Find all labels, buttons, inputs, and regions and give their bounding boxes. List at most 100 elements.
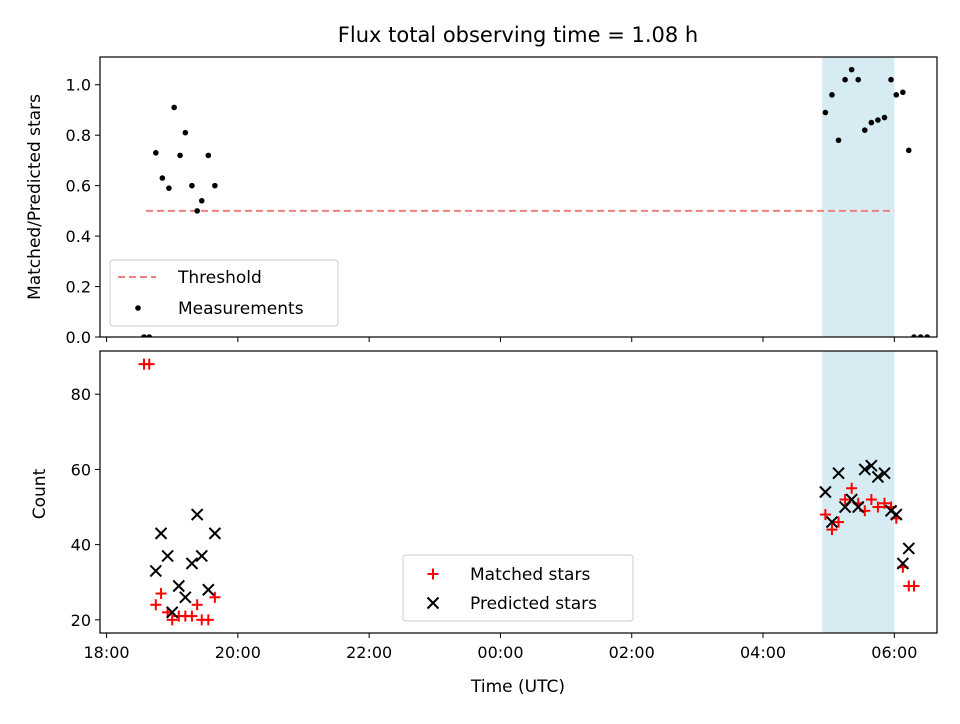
x-tick-label: 04:00 <box>740 643 786 662</box>
measurement-point <box>900 89 906 96</box>
predicted-stars-point <box>890 508 903 521</box>
x-tick-label: 02:00 <box>609 643 655 662</box>
matched-stars-point <box>826 524 838 536</box>
predicted-stars-point <box>884 504 898 518</box>
predicted-stars-point <box>154 527 168 540</box>
matched-stars-point <box>143 358 155 370</box>
matched-stars-point <box>839 494 851 506</box>
marker-stroke <box>179 591 192 604</box>
marker-stroke <box>832 466 845 480</box>
axes-frame <box>99 56 938 338</box>
predicted-stars-point <box>858 463 871 476</box>
matched-stars-point <box>186 610 198 622</box>
marker-stroke <box>208 527 222 540</box>
y-tick-label: 0.0 <box>66 328 91 347</box>
marker-stroke <box>166 606 179 619</box>
y-tick-label: 60 <box>71 460 91 479</box>
y-tick-label: 0.8 <box>66 126 91 145</box>
measurement-point <box>917 334 924 337</box>
predicted-stars-point <box>865 459 878 472</box>
predicted-stars-point <box>149 564 163 578</box>
measurement-point <box>198 197 205 204</box>
measurement-point <box>881 114 888 121</box>
axes-frame <box>99 350 938 634</box>
y-tick-label: 80 <box>71 385 91 404</box>
y-tick-label: 40 <box>71 536 91 555</box>
predicted-stars-point <box>202 583 215 596</box>
marker-stroke <box>858 463 871 476</box>
predicted-stars-point <box>852 500 865 514</box>
measurement-point <box>911 334 917 337</box>
predicted-stars-point <box>166 606 179 619</box>
marker-stroke <box>426 596 440 610</box>
y-tick-label: 0.6 <box>66 177 91 196</box>
matched-stars-point <box>833 516 845 528</box>
legend-box <box>109 259 339 327</box>
measurement-point <box>893 92 900 98</box>
marker-stroke <box>902 542 915 555</box>
predicted-stars-point <box>190 508 204 521</box>
legend-predicted-swatch <box>426 596 440 610</box>
matched-stars-point <box>865 494 877 506</box>
marker-stroke <box>896 557 910 570</box>
predicted-stars-point <box>208 527 222 540</box>
matched-stars-point <box>878 497 890 509</box>
x-tick-label: 20:00 <box>215 643 261 662</box>
marker-stroke <box>819 485 832 499</box>
legend-predicted-label: Predicted stars <box>470 594 597 614</box>
predicted-stars-point <box>819 485 832 499</box>
measurement-point <box>842 76 848 83</box>
marker-stroke <box>845 493 858 506</box>
marker-stroke <box>154 527 168 540</box>
matched-stars-point <box>819 509 831 521</box>
measurement-point <box>177 152 183 159</box>
matched-stars-point <box>191 599 203 611</box>
x-tick-label: 06:00 <box>871 643 917 662</box>
bottom-y-axis-label: Count <box>30 468 50 519</box>
matched-stars-point <box>155 588 167 600</box>
marker-stroke <box>190 508 204 521</box>
measurement-point <box>924 334 930 337</box>
legend-matched-swatch <box>427 568 439 580</box>
legend-measurements-label: Measurements <box>178 299 304 319</box>
matched-stars-point <box>166 614 178 626</box>
matched-stars-point <box>202 614 214 626</box>
measurement-point <box>875 117 881 123</box>
shaded-span <box>822 57 895 337</box>
measurement-point <box>182 129 189 136</box>
marker-stroke <box>884 504 898 518</box>
plot-area <box>138 358 920 626</box>
measurement-point <box>848 66 855 73</box>
marker-stroke <box>185 557 199 570</box>
measurement-point <box>822 109 829 116</box>
predicted-stars-point <box>161 549 174 563</box>
marker-stroke <box>871 470 885 484</box>
matched-stars-point <box>846 482 858 494</box>
count-panel: 20 40 60 80 18:00 20:00 22:00 00:00 02:00 04:00 06… <box>71 350 938 662</box>
measurement-point <box>189 182 195 189</box>
measurement-point <box>141 334 147 337</box>
marker-stroke <box>825 515 839 529</box>
predicted-stars-point <box>179 591 192 604</box>
legend-box <box>402 554 634 622</box>
marker-stroke <box>202 583 215 596</box>
marker-stroke <box>865 459 878 472</box>
plot-area <box>141 66 930 337</box>
measurement-point <box>194 208 200 214</box>
predicted-stars-point <box>896 557 910 570</box>
measurement-point <box>861 127 868 133</box>
shaded-span <box>822 351 895 633</box>
x-axis-label: Time (UTC) <box>470 677 565 697</box>
measurement-point <box>153 150 159 156</box>
predicted-stars-point <box>825 515 839 529</box>
marker-stroke <box>890 508 903 521</box>
measurement-point <box>829 92 835 98</box>
predicted-stars-point <box>902 542 915 555</box>
marker-stroke <box>161 549 174 563</box>
predicted-stars-point <box>195 549 208 563</box>
measurement-point <box>212 182 218 189</box>
measurement-point <box>888 76 894 83</box>
legend-threshold-label: Threshold <box>177 268 262 288</box>
x-tick-label: 00:00 <box>477 643 523 662</box>
predicted-stars-point <box>185 557 199 570</box>
